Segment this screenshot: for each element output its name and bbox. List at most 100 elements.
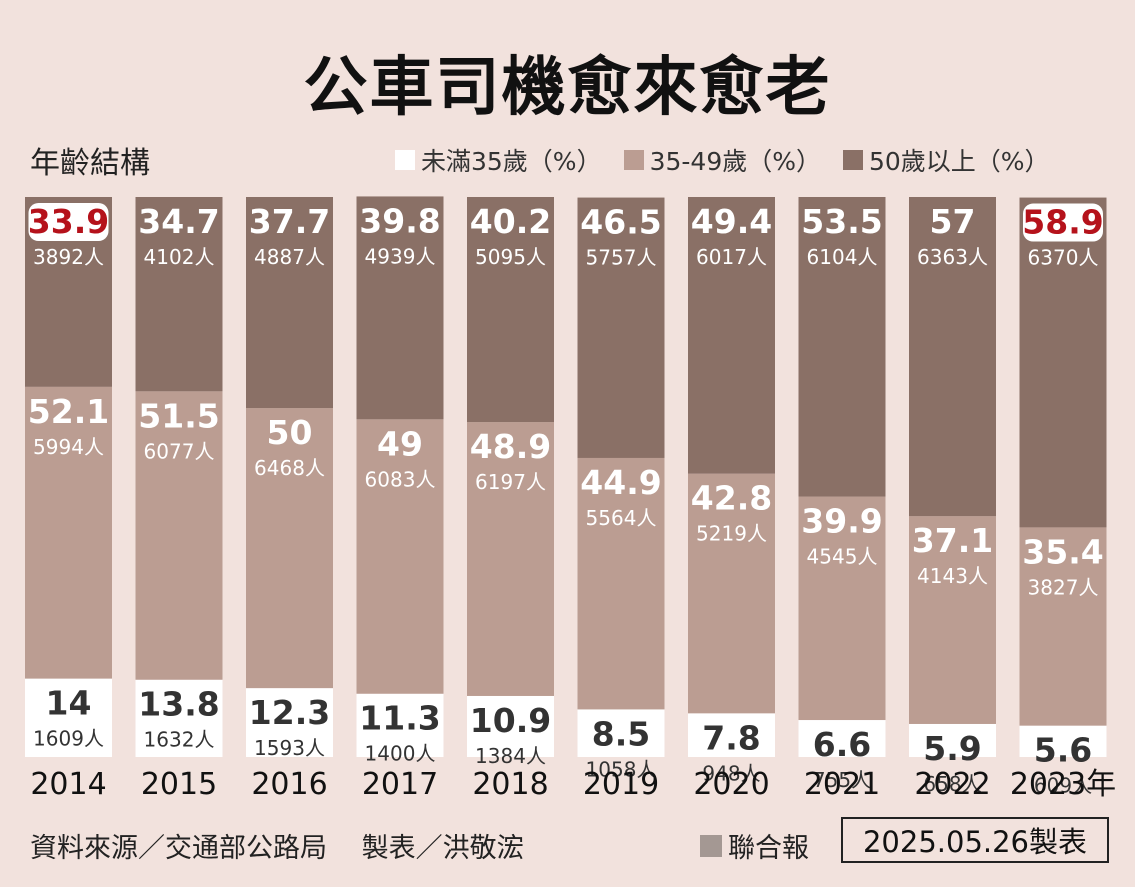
x-tick-label-2019: 2019 (583, 767, 659, 802)
data-label-under35-2014: 14 (46, 684, 92, 723)
x-tick-label-2015: 2015 (141, 767, 217, 802)
legend: 未滿35歲（%） 35-49歲（%） 50歲以上（%） (395, 142, 1050, 178)
legend-swatch-over50 (842, 150, 863, 170)
bar-segment-over50-2021 (798, 197, 886, 497)
highlight-badge-2023年 (1023, 203, 1103, 242)
count-label-under35-2014: 1609人 (33, 727, 104, 751)
bar-segment-mid-2023年 (1019, 527, 1107, 726)
bar-segment-under35-2020 (688, 713, 775, 757)
count-label-over50-2016: 4887人 (254, 245, 325, 269)
date-stamp: 2025.05.26製表 (841, 817, 1109, 863)
bar-segment-under35-2014 (25, 678, 112, 757)
bar-segment-mid-2021 (798, 496, 886, 721)
bar-segment-mid-2017 (356, 419, 444, 694)
data-label-under35-2017: 11.3 (359, 699, 440, 738)
data-label-mid-2018: 48.9 (470, 427, 551, 466)
count-label-over50-2023年: 6370人 (1028, 246, 1099, 270)
publisher: 聯合報 (700, 826, 809, 865)
bar-segment-under35-2021 (798, 720, 886, 757)
count-label-under35-2016: 1593人 (254, 736, 325, 760)
data-label-over50-2022: 57 (930, 202, 976, 241)
count-label-mid-2017: 6083人 (365, 467, 436, 491)
data-label-mid-2019: 44.9 (580, 463, 661, 502)
chart-title: 公車司機愈來愈老 (303, 51, 832, 125)
x-tick-label-2017: 2017 (362, 767, 438, 802)
x-tick-label-2022: 2022 (914, 767, 990, 802)
count-label-mid-2023年: 3827人 (1028, 575, 1099, 599)
data-label-mid-2021: 39.9 (801, 502, 882, 541)
publisher-square-icon (700, 834, 722, 857)
data-label-mid-2022: 37.1 (912, 521, 993, 560)
legend-item-over50: 50歲以上（%） (842, 142, 1050, 178)
legend-item-under35: 未滿35歲（%） (395, 142, 602, 178)
bar-segment-mid-2016 (246, 408, 333, 689)
bar-segment-mid-2022 (909, 516, 996, 724)
bar-segment-under35-2019 (577, 709, 665, 757)
source-credit: 資料來源／交通部公路局 (30, 833, 327, 864)
count-label-over50-2019: 5757人 (586, 246, 657, 270)
bar-segment-mid-2018 (467, 422, 554, 696)
bar-segment-mid-2015 (135, 391, 223, 680)
bar-segment-under35-2018 (467, 695, 554, 757)
bar-segment-over50-2023年 (1019, 197, 1107, 528)
bar-segment-over50-2016 (246, 197, 333, 409)
count-label-mid-2018: 6197人 (475, 470, 546, 494)
count-label-under35-2022: 658人 (923, 772, 981, 796)
bar-segment-mid-2020 (688, 473, 775, 714)
data-label-over50-2018: 40.2 (470, 202, 551, 241)
chart-subtitle: 年齡結構 (30, 146, 150, 181)
data-label-under35-2019: 8.5 (592, 714, 650, 753)
data-label-over50-2020: 49.4 (691, 202, 772, 241)
highlight-badge-2014 (28, 203, 109, 241)
x-tick-label-2023年: 2023年 (1010, 767, 1116, 802)
data-label-over50-2021: 53.5 (801, 202, 882, 241)
count-label-under35-2018: 1384人 (475, 744, 546, 768)
count-label-mid-2022: 4143人 (917, 564, 988, 588)
count-label-over50-2017: 4939人 (365, 244, 436, 268)
bar-segment-over50-2015 (135, 197, 223, 392)
data-label-over50-2023年: 58.9 (1022, 203, 1103, 242)
count-label-under35-2021: 755人 (813, 768, 871, 792)
x-tick-label-2021: 2021 (804, 767, 880, 802)
data-label-over50-2019: 46.5 (580, 203, 661, 242)
data-label-mid-2023年: 35.4 (1022, 532, 1103, 571)
data-label-under35-2015: 13.8 (138, 685, 219, 724)
x-tick-label-2014: 2014 (30, 767, 106, 802)
legend-item-mid: 35-49歲（%） (623, 142, 821, 178)
count-label-mid-2020: 5219人 (696, 522, 767, 546)
x-tick-label-2018: 2018 (472, 767, 548, 802)
bar-segment-over50-2017 (356, 196, 444, 420)
data-label-mid-2015: 51.5 (138, 396, 219, 435)
data-label-over50-2016: 37.7 (249, 202, 330, 241)
count-label-under35-2019: 1058人 (586, 757, 657, 781)
bar-segment-mid-2019 (577, 457, 665, 710)
data-label-under35-2020: 7.8 (702, 718, 760, 757)
count-label-over50-2018: 5095人 (475, 245, 546, 269)
data-label-over50-2017: 39.8 (359, 201, 440, 240)
maker-credit: 製表／洪敬浤 (361, 833, 524, 864)
legend-label-mid: 35-49歲（%） (649, 147, 821, 176)
count-label-over50-2014: 3892人 (33, 245, 104, 269)
data-label-under35-2022: 5.9 (923, 729, 981, 768)
data-label-over50-2014: 33.9 (28, 202, 109, 241)
bar-segment-under35-2023年 (1019, 725, 1107, 757)
data-label-under35-2016: 12.3 (249, 693, 330, 732)
bar-segment-over50-2019 (577, 197, 665, 458)
count-label-under35-2020: 948人 (702, 761, 760, 785)
bar-segment-under35-2016 (246, 688, 333, 757)
bar-segment-under35-2022 (909, 723, 996, 757)
bar-segment-over50-2020 (688, 197, 775, 474)
bar-segment-over50-2018 (467, 197, 554, 423)
data-label-mid-2020: 42.8 (691, 479, 772, 518)
bar-segment-under35-2015 (135, 679, 223, 757)
data-label-under35-2023年: 5.6 (1034, 731, 1092, 770)
count-label-over50-2022: 6363人 (917, 245, 988, 269)
count-label-over50-2020: 6017人 (696, 245, 767, 269)
x-tick-label-2020: 2020 (693, 767, 769, 802)
count-label-over50-2021: 6104人 (807, 245, 878, 269)
data-label-mid-2014: 52.1 (28, 392, 109, 431)
bar-segment-under35-2017 (356, 693, 444, 757)
legend-label-over50: 50歲以上（%） (868, 147, 1050, 176)
legend-label-under35: 未滿35歲（%） (421, 147, 602, 176)
